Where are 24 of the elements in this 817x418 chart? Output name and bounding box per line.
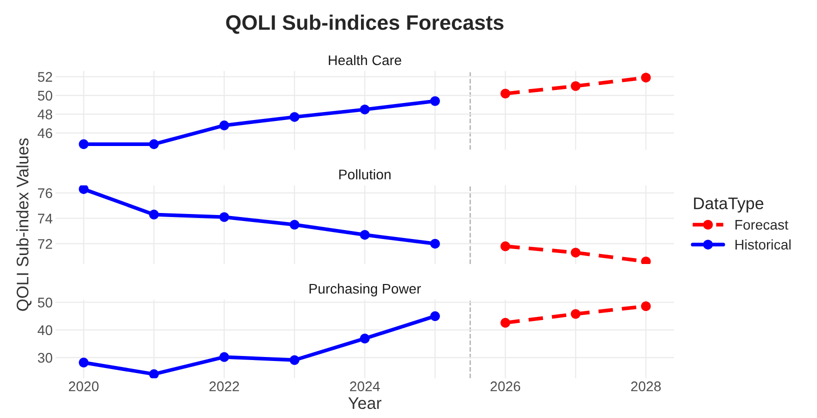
legend-label: Historical xyxy=(736,239,791,250)
y-tick-label: 40 xyxy=(38,325,52,336)
y-tick-label: 46 xyxy=(38,128,52,138)
chart-subtitle: Health Care xyxy=(328,54,402,66)
legend-label: Forecast xyxy=(736,220,788,230)
y-tick-label: 74 xyxy=(38,214,52,224)
y-tick-label: 52 xyxy=(38,72,52,82)
chart-title: QOLI Sub-indices Forecasts xyxy=(226,14,504,34)
y-tick-label: 50 xyxy=(38,90,52,101)
chart-subtitle: Pollution xyxy=(339,169,391,180)
legend-title: DataType xyxy=(694,198,764,213)
x-axis-title: Year xyxy=(348,397,382,410)
y-tick-label: 76 xyxy=(38,188,52,198)
x-tick-label: 2026 xyxy=(490,381,520,392)
x-tick-label: 2028 xyxy=(631,381,661,392)
x-tick-label: 2024 xyxy=(350,381,380,392)
y-tick-label: 72 xyxy=(38,239,52,249)
x-tick-label: 2020 xyxy=(68,381,99,392)
y-tick-label: 30 xyxy=(38,352,52,363)
y-tick-label: 50 xyxy=(38,298,52,308)
y-tick-label: 48 xyxy=(38,110,52,120)
x-tick-label: 2022 xyxy=(209,381,239,392)
y-axis-title: QOLI Sub-index Values xyxy=(16,138,32,311)
chart-subtitle: Purchasing Power xyxy=(310,283,421,296)
